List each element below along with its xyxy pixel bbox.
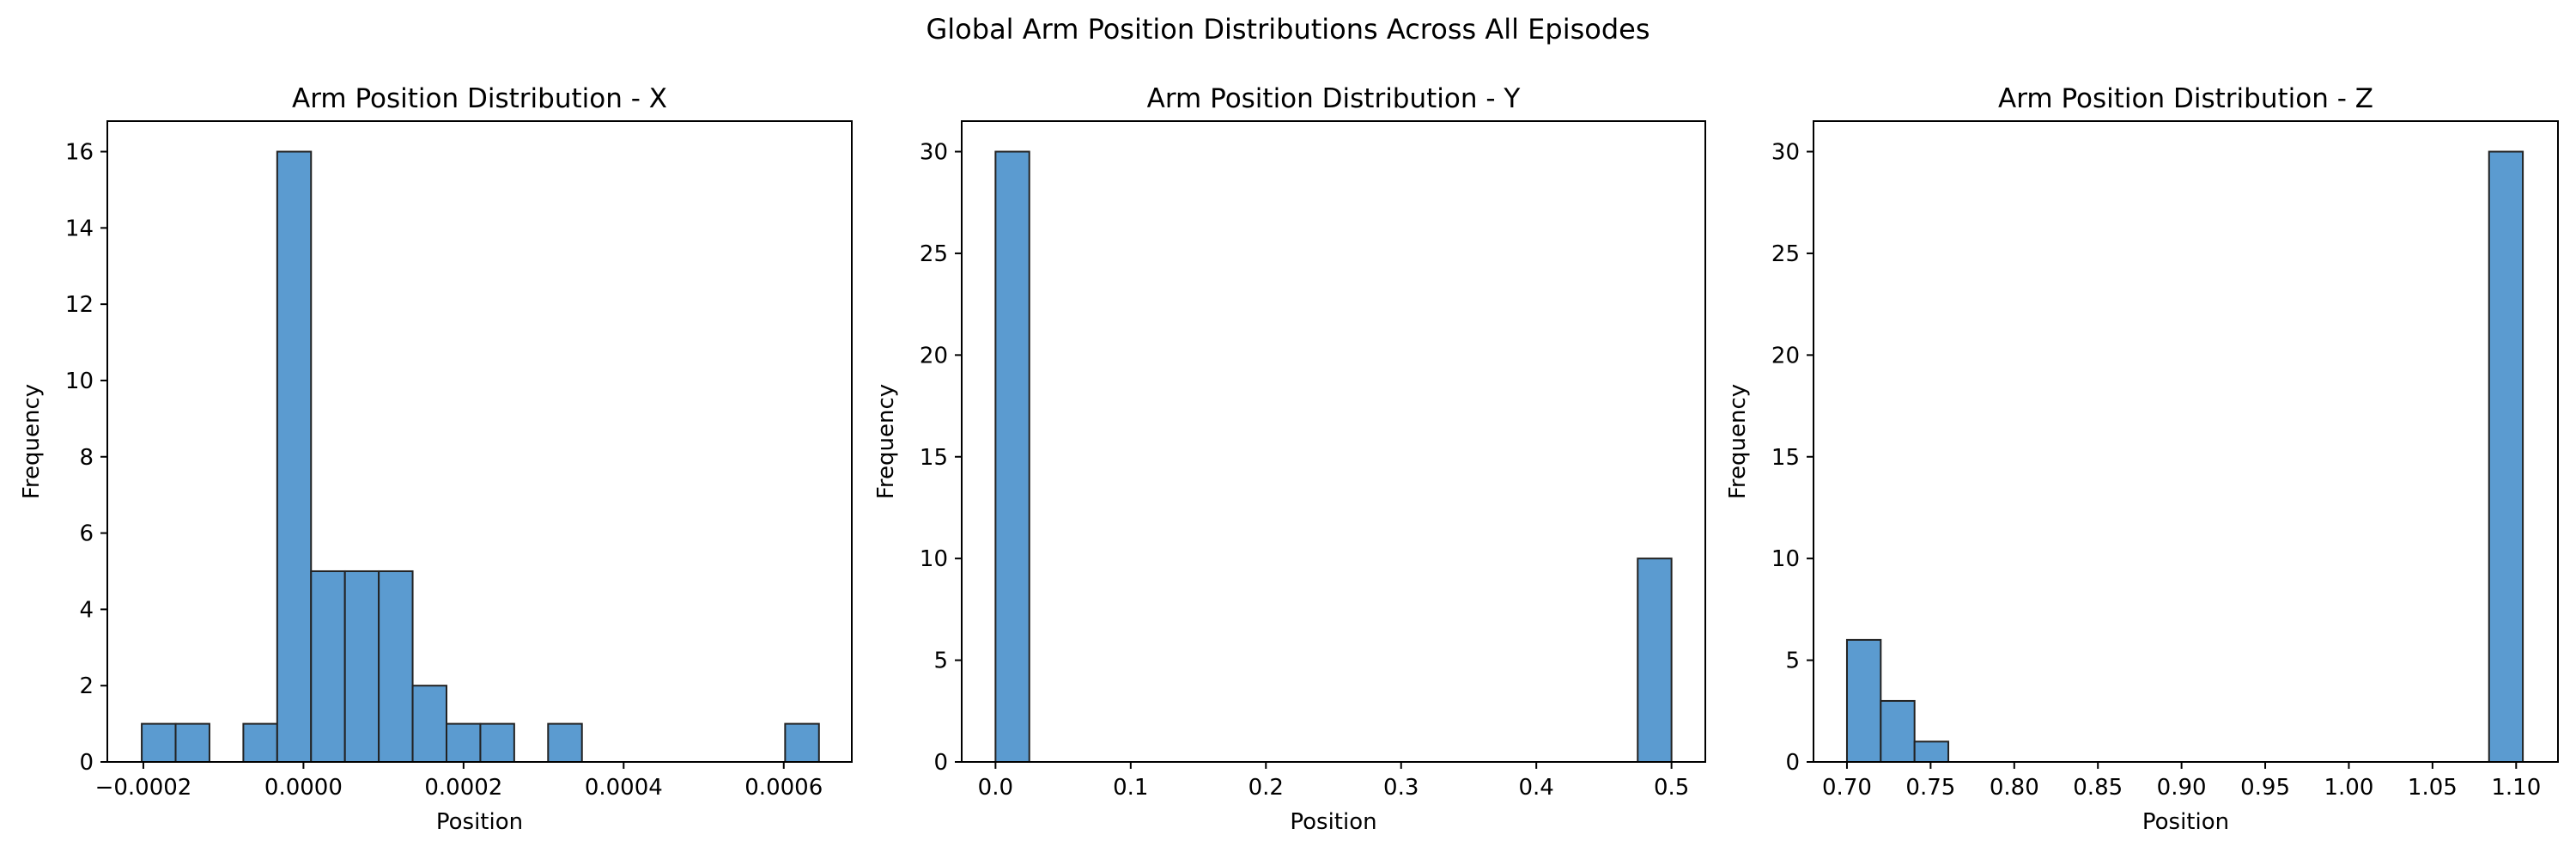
histogram-bar: [994, 150, 1030, 763]
x-tick-label: 1.00: [2324, 775, 2374, 801]
y-tick-label: 10: [65, 369, 94, 394]
x-tick-label: 0.95: [2240, 775, 2290, 801]
histogram-bar: [445, 722, 482, 763]
y-tick-label: 30: [1771, 140, 1800, 166]
x-tick-label: 0.85: [2073, 775, 2123, 801]
axes-frame: [106, 120, 853, 763]
figure-title: Global Arm Position Distributions Across…: [926, 13, 1650, 46]
histogram-bar: [174, 722, 210, 763]
y-tick-label: 5: [933, 649, 948, 674]
histogram-bar: [1913, 740, 1950, 763]
y-axis-label: Frequency: [19, 384, 45, 499]
x-axis-label: Position: [1290, 809, 1376, 835]
histogram-bar: [141, 722, 177, 763]
y-tick-label: 4: [79, 597, 94, 623]
panel-title: Arm Position Distribution - Y: [1147, 83, 1521, 114]
x-tick-label: 0.0: [978, 775, 1013, 801]
y-tick-label: 0: [79, 750, 94, 776]
y-tick-label: 5: [1785, 649, 1800, 674]
y-tick-label: 16: [65, 140, 94, 166]
panel-title: Arm Position Distribution - Z: [1998, 83, 2373, 114]
x-axis-label: Position: [436, 809, 523, 835]
histogram-bar: [1845, 638, 1882, 764]
histogram-bar: [343, 570, 380, 763]
x-tick-label: 0.1: [1113, 775, 1148, 801]
y-tick-label: 30: [920, 140, 948, 166]
y-tick-label: 0: [933, 750, 948, 776]
y-tick-label: 2: [79, 673, 94, 699]
axes-frame: [961, 120, 1706, 763]
histogram-bar: [1880, 699, 1916, 764]
x-tick-label: 0.3: [1383, 775, 1419, 801]
histogram-bar: [479, 722, 515, 763]
histogram-bar: [242, 722, 278, 763]
x-tick-label: 0.70: [1822, 775, 1872, 801]
x-tick-label: 0.90: [2157, 775, 2207, 801]
x-axis-label: Position: [2142, 809, 2229, 835]
y-tick-label: 15: [1771, 445, 1800, 471]
y-axis-label: Frequency: [873, 384, 899, 499]
histogram-panel-3: 0.70 0.75 0.80 0.85 0.90 0.95 1.00 1.05 1.10 0 5 10…: [1725, 83, 2559, 835]
y-tick-label: 6: [79, 521, 94, 547]
x-tick-label: 0.5: [1654, 775, 1689, 801]
histogram-bar: [547, 722, 583, 763]
x-tick-label: 1.05: [2408, 775, 2458, 801]
x-tick-label: 0.4: [1519, 775, 1554, 801]
x-tick-label: 0.2: [1249, 775, 1284, 801]
y-tick-label: 8: [79, 445, 94, 471]
axes-frame: [1813, 120, 2559, 763]
y-tick-label: 0: [1785, 750, 1800, 776]
y-tick-label: 25: [920, 241, 948, 267]
histogram-bar: [378, 570, 414, 763]
histogram-panel-1: −0.0002 0.0000 0.0002 0.0004 0.0006 0 2 4 6 8 10 12…: [19, 83, 853, 835]
histogram-panel-2: 0.0 0.1 0.2 0.3 0.4 0.5 0 5 10 15 20 25 30 Arm Positi…: [873, 83, 1706, 835]
y-tick-label: 10: [1771, 546, 1800, 572]
x-tick-label: 0.80: [1990, 775, 2039, 801]
panel-title: Arm Position Distribution - X: [292, 83, 667, 114]
x-tick-label: 0.0006: [744, 775, 823, 801]
histogram-bar: [784, 722, 820, 763]
y-axis-label: Frequency: [1725, 384, 1751, 499]
histogram-bar: [411, 685, 447, 764]
histogram-bar: [276, 150, 313, 763]
y-tick-label: 20: [920, 343, 948, 369]
x-tick-label: 0.0000: [264, 775, 343, 801]
x-tick-label: −0.0002: [95, 775, 192, 801]
x-tick-label: 0.0002: [424, 775, 502, 801]
x-tick-label: 1.10: [2491, 775, 2541, 801]
y-tick-label: 15: [920, 445, 948, 471]
x-tick-label: 0.75: [1905, 775, 1955, 801]
y-tick-label: 20: [1771, 343, 1800, 369]
y-tick-label: 10: [920, 546, 948, 572]
y-tick-label: 25: [1771, 241, 1800, 267]
histogram-bar: [310, 570, 346, 763]
x-tick-label: 0.0004: [585, 775, 663, 801]
y-tick-label: 12: [65, 292, 94, 318]
y-tick-label: 14: [65, 216, 94, 241]
histogram-bar: [1637, 557, 1673, 764]
histogram-bar: [2488, 150, 2524, 763]
